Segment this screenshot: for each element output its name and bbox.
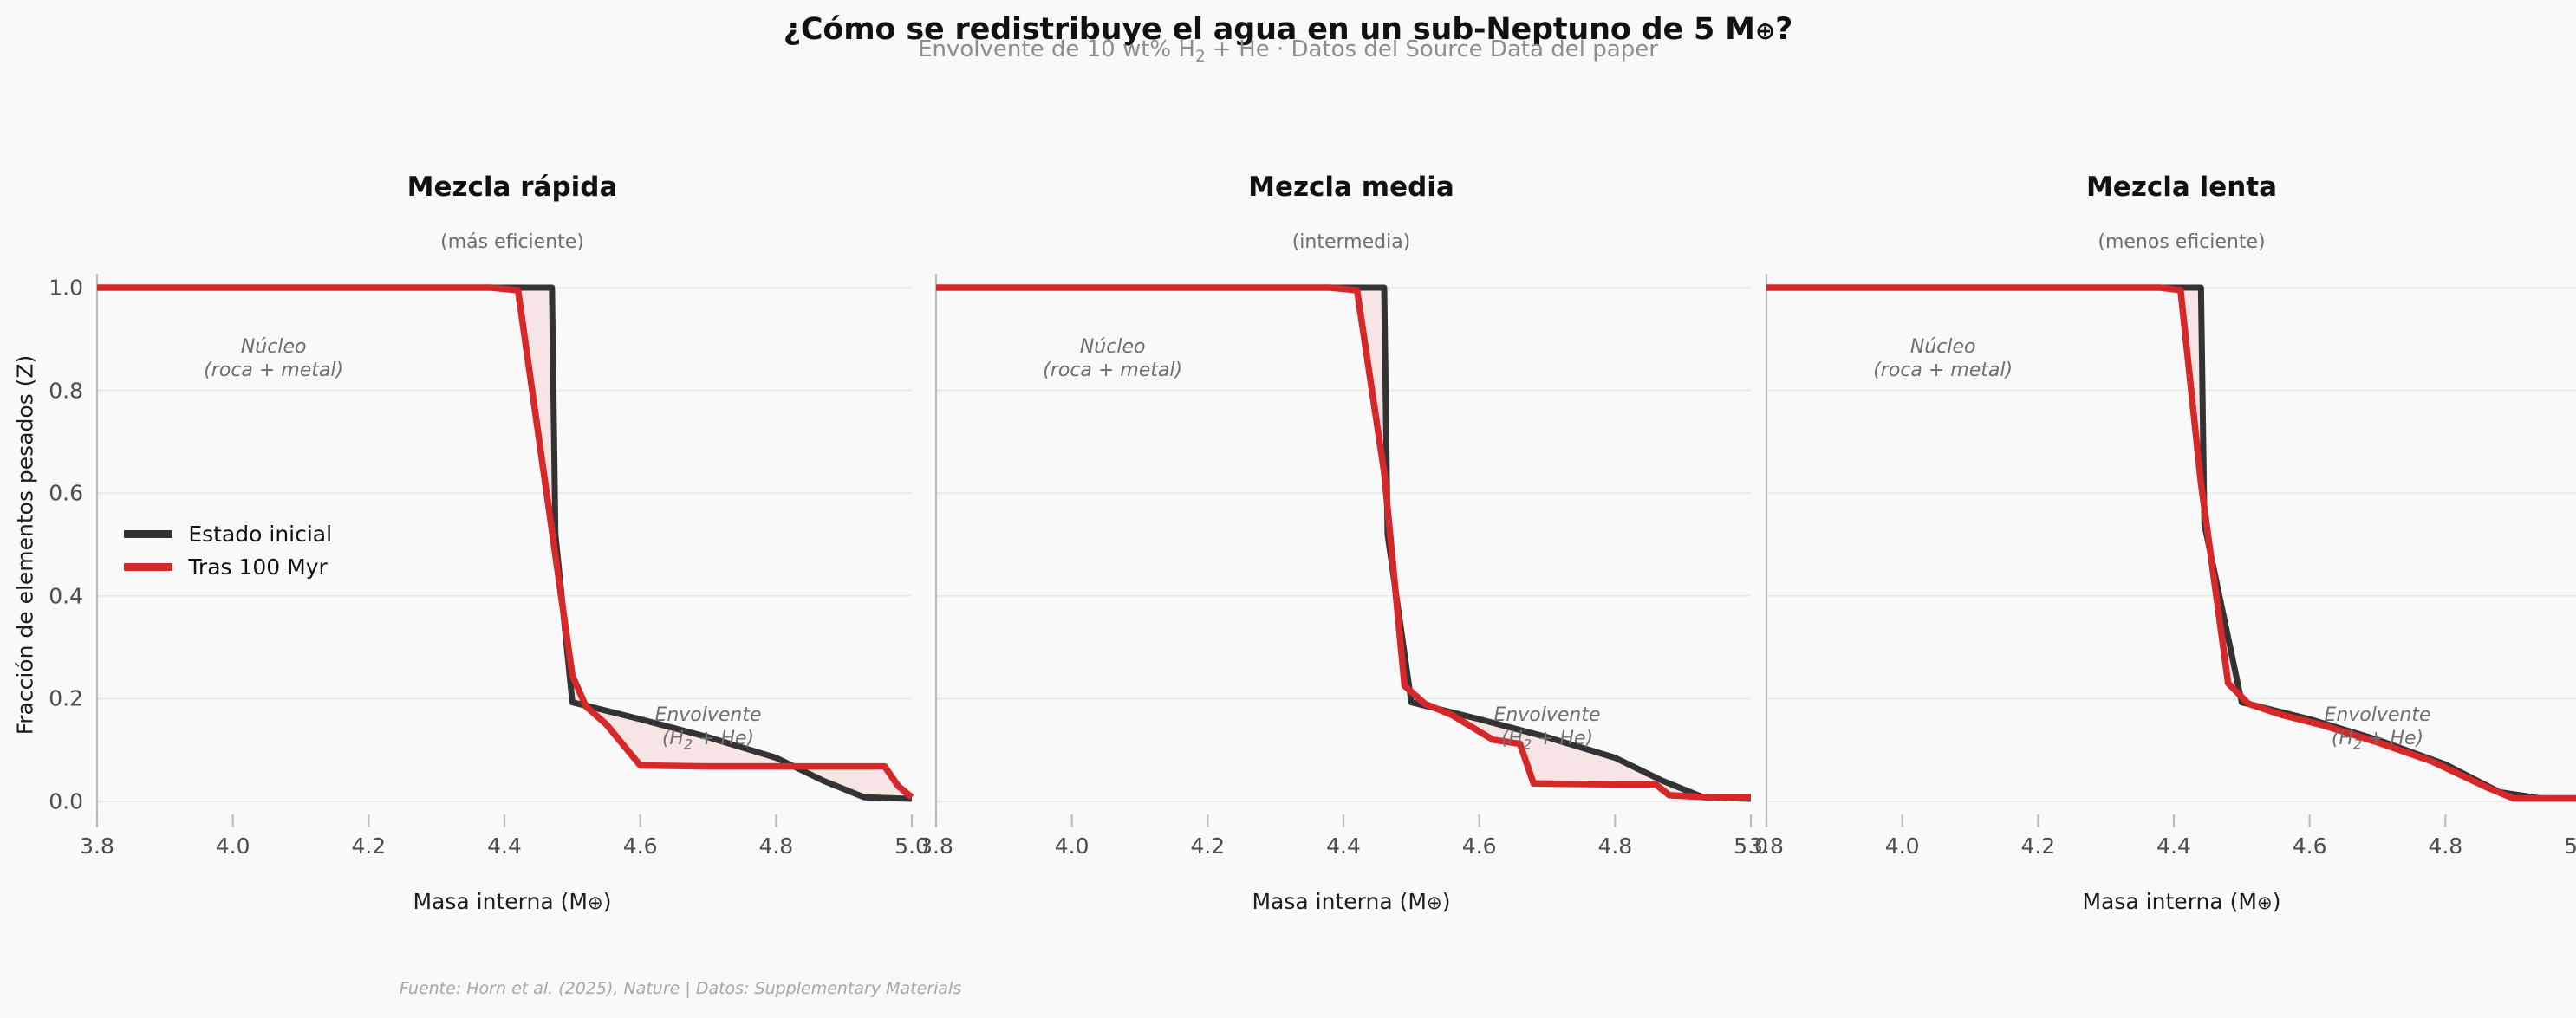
x-tick-label: 4.4 [2156, 833, 2191, 859]
legend-swatch-line-icon [124, 562, 173, 571]
y-tick-label: 0.6 [49, 480, 83, 506]
x-tick-label: 4.2 [2020, 833, 2056, 859]
plot-area [95, 274, 914, 827]
annotation-envelope-line2: (H2 + He) [2331, 727, 2424, 753]
panel-title: Mezcla rápida [407, 172, 618, 203]
series-line-initial [936, 284, 1752, 802]
panel-subtitle: (intermedia) [1291, 231, 1411, 253]
chart-panel-2: Mezcla media (intermedia) 3.8 4.0 4.2 4.4 4.6 4… [919, 0, 1768, 1018]
annotation-core: Núcleo (roca + metal) [1873, 336, 2013, 383]
figure-footer: Fuente: Horn et al. (2025), Nature | Dat… [399, 979, 962, 998]
chart-panel-1: Mezcla rápida (más eficiente) 3.8 4.0 4.2 4.4… [13, 0, 929, 1018]
x-axis-label: Masa interna (M⊕) [413, 889, 612, 914]
legend-label: Tras 100 Myr [188, 554, 328, 580]
annotation-core-line2: (roca + metal) [1043, 359, 1183, 381]
x-tick-label: 4.8 [2428, 833, 2463, 859]
plot-area [934, 274, 1753, 827]
annotation-envelope: Envolvente (H2 + He) [654, 704, 761, 753]
x-tick-label: 4.0 [1884, 833, 1920, 859]
annotation-core: Núcleo (roca + metal) [1043, 336, 1182, 383]
x-axis-label: Masa interna (M⊕) [1252, 889, 1451, 914]
x-tick-label: 3.8 [80, 833, 114, 859]
y-tick-label: 0.2 [49, 685, 83, 711]
legend-item[interactable]: Estado inicial [124, 517, 410, 550]
x-tick-label: 3.8 [1749, 833, 1784, 859]
y-axis-label-text: Fracción de elementos pesados (Z) [12, 354, 38, 736]
x-tick-label: 4.6 [2292, 833, 2327, 859]
x-tick-label: 4.4 [487, 833, 522, 859]
x-tick-label: 4.8 [758, 833, 794, 859]
series-line-initial [97, 284, 913, 802]
x-tick-label: 4.6 [622, 833, 658, 859]
series-line-after [936, 284, 1751, 801]
x-tick-label: 4.2 [351, 833, 387, 859]
figure-subtitle: Envolvente de 10 wt% H2 + He · Datos del… [918, 36, 1658, 67]
legend-item[interactable]: Tras 100 Myr [124, 550, 410, 583]
x-tick-label: 4.0 [215, 833, 250, 859]
x-tick-label: 4.0 [1054, 833, 1090, 859]
annotation-envelope: Envolvente (H2 + He) [2324, 704, 2430, 753]
x-tick-label: 5.0 [894, 833, 929, 859]
y-tick-label: 0.8 [49, 378, 83, 404]
y-axis-label: Fracción de elementos pesados (Z) [10, 289, 40, 801]
annotation-core-line1: Núcleo [1079, 336, 1146, 358]
annotation-core-line2: (roca + metal) [204, 359, 344, 381]
x-tick-label: 4.6 [1461, 833, 1497, 859]
series-line-after [97, 284, 914, 801]
legend: Estado inicial Tras 100 Myr [124, 517, 410, 583]
x-tick-label: 5.0 [1734, 833, 1768, 859]
x-tick-label: 4.2 [1190, 833, 1226, 859]
annotation-envelope-line1: Envolvente [2324, 704, 2431, 726]
annotation-core-line2: (roca + metal) [1873, 359, 2013, 381]
annotation-core: Núcleo (roca + metal) [204, 336, 343, 383]
x-tick-label: 4.4 [1326, 833, 1361, 859]
panel-title: Mezcla media [1248, 172, 1454, 203]
x-tick-label: 5.0 [2564, 833, 2576, 859]
annotation-core-line1: Núcleo [1909, 336, 1976, 358]
y-tick-label: 0.0 [49, 788, 83, 814]
annotation-envelope-line2: (H2 + He) [661, 727, 755, 753]
x-tick-label: 3.8 [919, 833, 953, 859]
annotation-envelope-line2: (H2 + He) [1500, 727, 1594, 753]
legend-label: Estado inicial [188, 521, 333, 547]
series-line-after [1766, 284, 2576, 802]
x-tick-label: 4.8 [1597, 833, 1633, 859]
annotation-envelope-line1: Envolvente [1493, 704, 1601, 726]
panel-subtitle: (menos eficiente) [2098, 231, 2266, 253]
annotation-core-line1: Núcleo [240, 336, 307, 358]
annotation-envelope: Envolvente (H2 + He) [1493, 704, 1600, 753]
y-tick-label: 0.4 [49, 583, 83, 609]
x-axis-label: Masa interna (M⊕) [2082, 889, 2281, 914]
annotation-envelope-line1: Envolvente [654, 704, 762, 726]
legend-swatch-line-icon [124, 529, 173, 538]
figure-title: ¿Cómo se redistribuye el agua en un sub-… [783, 12, 1793, 47]
chart-panel-3: Mezcla lenta (menos eficiente) 3.8 4.0 4.2 4.… [1749, 0, 2576, 1018]
panel-subtitle: (más eficiente) [440, 231, 584, 253]
plot-area [1765, 274, 2576, 827]
y-tick-label: 1.0 [49, 275, 83, 301]
panel-title: Mezcla lenta [2085, 172, 2278, 203]
